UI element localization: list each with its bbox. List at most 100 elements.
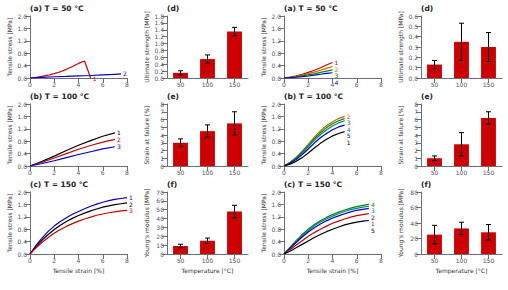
svg-text:0.2: 0.2	[408, 54, 418, 61]
svg-text:1.6: 1.6	[17, 113, 27, 120]
svg-text:0: 0	[28, 169, 32, 176]
svg-text:40: 40	[156, 215, 164, 222]
svg-text:(e): (e)	[421, 92, 433, 101]
svg-text:4: 4	[77, 169, 81, 176]
svg-text:1.6: 1.6	[271, 113, 281, 120]
svg-text:0.4: 0.4	[17, 62, 27, 69]
svg-text:(d): (d)	[421, 4, 433, 13]
svg-text:0.4: 0.4	[271, 62, 281, 69]
svg-text:0.6: 0.6	[154, 54, 164, 61]
svg-text:60: 60	[410, 204, 418, 211]
svg-text:2: 2	[52, 169, 56, 176]
svg-text:150: 150	[229, 257, 241, 264]
svg-text:50: 50	[431, 169, 439, 176]
svg-text:50: 50	[431, 81, 439, 88]
svg-text:0.4: 0.4	[17, 150, 27, 157]
svg-text:8: 8	[379, 169, 383, 176]
svg-text:0: 0	[282, 257, 286, 264]
svg-text:100: 100	[202, 81, 214, 88]
svg-text:1.0: 1.0	[154, 40, 164, 47]
svg-text:Tensile stress [MPa]: Tensile stress [MPa]	[260, 194, 267, 254]
svg-text:0.8: 0.8	[271, 226, 281, 233]
svg-text:2: 2	[160, 147, 164, 154]
svg-text:6: 6	[414, 116, 418, 123]
svg-text:0.4: 0.4	[271, 238, 281, 245]
svg-text:6: 6	[355, 169, 359, 176]
svg-text:1.4: 1.4	[154, 26, 164, 33]
svg-text:50: 50	[177, 169, 185, 176]
svg-text:1: 1	[93, 75, 97, 82]
svg-text:Strain at failure [%]: Strain at failure [%]	[397, 106, 404, 165]
svg-text:8: 8	[414, 101, 418, 108]
svg-text:0: 0	[414, 163, 418, 170]
svg-text:4: 4	[414, 132, 418, 139]
svg-text:1.2: 1.2	[154, 33, 164, 40]
svg-text:150: 150	[483, 81, 495, 88]
svg-text:2: 2	[52, 81, 56, 88]
svg-text:0.0: 0.0	[271, 163, 281, 170]
svg-text:1.2: 1.2	[271, 213, 281, 220]
svg-text:80: 80	[410, 189, 418, 196]
svg-text:50: 50	[177, 81, 185, 88]
svg-text:100: 100	[456, 81, 468, 88]
svg-text:(f): (f)	[421, 180, 431, 189]
svg-text:1: 1	[160, 155, 164, 162]
svg-text:150: 150	[483, 257, 495, 264]
svg-text:(b) T = 100 °C: (b) T = 100 °C	[284, 92, 343, 101]
svg-text:4: 4	[77, 81, 81, 88]
svg-text:Young's modulus [MPa]: Young's modulus [MPa]	[397, 188, 405, 258]
svg-text:3: 3	[117, 143, 121, 150]
svg-text:5: 5	[414, 124, 418, 131]
svg-text:Tensile stress [MPa]: Tensile stress [MPa]	[260, 18, 267, 78]
svg-text:2: 2	[117, 136, 121, 143]
svg-text:3: 3	[160, 139, 164, 146]
svg-text:8: 8	[160, 101, 164, 108]
svg-text:5: 5	[371, 227, 375, 234]
svg-text:1.6: 1.6	[17, 201, 27, 208]
svg-text:(c) T = 150 °C: (c) T = 150 °C	[30, 180, 89, 189]
svg-text:4: 4	[331, 169, 335, 176]
svg-text:0.0: 0.0	[17, 75, 27, 82]
svg-text:0.8: 0.8	[154, 47, 164, 54]
svg-text:6: 6	[355, 81, 359, 88]
svg-text:40: 40	[410, 220, 418, 227]
svg-text:5: 5	[160, 124, 164, 131]
svg-text:1: 1	[347, 139, 351, 146]
svg-text:1.6: 1.6	[17, 25, 27, 32]
svg-text:20: 20	[410, 235, 418, 242]
svg-text:0: 0	[282, 81, 286, 88]
svg-text:2: 2	[306, 257, 310, 264]
svg-text:0: 0	[160, 163, 164, 170]
svg-text:8: 8	[379, 81, 383, 88]
svg-text:7: 7	[160, 108, 164, 115]
svg-text:0.0: 0.0	[17, 251, 27, 258]
svg-text:0: 0	[28, 257, 32, 264]
svg-text:1.2: 1.2	[271, 37, 281, 44]
svg-text:50: 50	[177, 257, 185, 264]
svg-text:4: 4	[160, 132, 164, 139]
svg-text:7: 7	[414, 108, 418, 115]
svg-text:0.4: 0.4	[271, 150, 281, 157]
svg-text:2.0: 2.0	[17, 189, 27, 196]
svg-text:(a) T = 50 °C: (a) T = 50 °C	[284, 4, 338, 13]
svg-text:1.2: 1.2	[17, 125, 27, 132]
svg-text:0.4: 0.4	[154, 61, 164, 68]
svg-text:2: 2	[52, 257, 56, 264]
svg-text:6: 6	[101, 169, 105, 176]
svg-text:30: 30	[156, 224, 164, 231]
svg-text:Strain at failure [%]: Strain at failure [%]	[143, 106, 150, 165]
svg-text:2.0: 2.0	[271, 101, 281, 108]
svg-text:6: 6	[101, 81, 105, 88]
svg-text:Temperature [°C]: Temperature [°C]	[435, 267, 488, 275]
svg-text:0.0: 0.0	[271, 251, 281, 258]
svg-text:2.0: 2.0	[17, 101, 27, 108]
svg-text:(a) T = 50 °C: (a) T = 50 °C	[30, 4, 84, 13]
svg-text:0.0: 0.0	[17, 163, 27, 170]
svg-text:60: 60	[156, 197, 164, 204]
svg-text:Ultimate strength [MPa]: Ultimate strength [MPa]	[143, 11, 151, 83]
svg-text:(f): (f)	[167, 180, 177, 189]
svg-text:(b) T = 100 °C: (b) T = 100 °C	[30, 92, 89, 101]
svg-text:2: 2	[414, 147, 418, 154]
svg-text:0.8: 0.8	[271, 50, 281, 57]
svg-text:0.8: 0.8	[271, 138, 281, 145]
